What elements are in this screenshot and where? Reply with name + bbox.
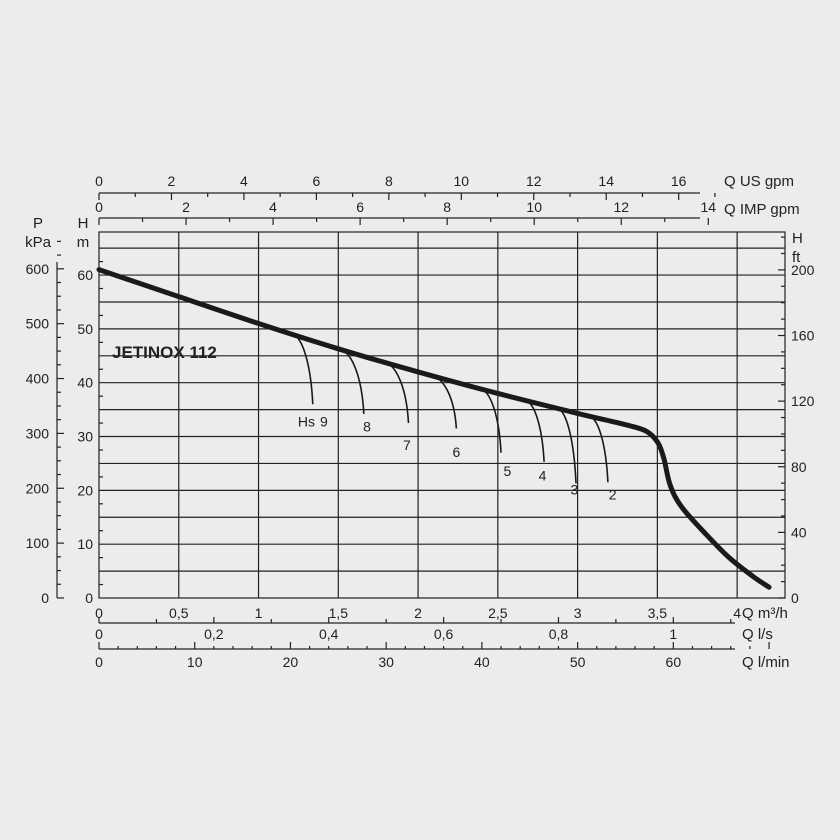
tick-label-kpa: 100 <box>26 535 50 551</box>
tick-label-imp-gpm: 4 <box>269 199 277 215</box>
axis-label-ft: ft <box>792 249 801 266</box>
tick-label-m3h: 0,5 <box>169 605 189 621</box>
tick-label-m3h: 2,5 <box>488 605 508 621</box>
curves <box>96 267 772 590</box>
suction-curve-7 <box>385 361 410 424</box>
tick-label-us-gpm: 6 <box>312 173 320 189</box>
tick-label-ls: 0,4 <box>319 626 339 642</box>
tick-label-ft: 160 <box>791 328 815 344</box>
suction-label-9: 9 <box>320 413 328 429</box>
tick-label-ft: 80 <box>791 459 807 475</box>
suction-label-5: 5 <box>504 463 512 479</box>
grid <box>99 232 785 598</box>
suction-label-6: 6 <box>452 444 460 460</box>
tick-label-ft: 200 <box>791 262 815 278</box>
tick-label-m3h: 4 <box>733 605 741 621</box>
tick-label-lmin: 10 <box>187 654 203 670</box>
suction-label-4: 4 <box>539 468 547 484</box>
tick-label-imp-gpm: 10 <box>526 199 542 215</box>
tick-marks <box>57 193 785 649</box>
tick-label-imp-gpm: 6 <box>356 199 364 215</box>
tick-label-imp-gpm: 2 <box>182 199 190 215</box>
tick-label-us-gpm: 0 <box>95 173 103 189</box>
suction-curve-6 <box>433 375 458 429</box>
axis-label-us-gpm: Q US gpm <box>724 173 794 190</box>
tick-label-ls: 0 <box>95 626 103 642</box>
tick-label-m: 50 <box>77 321 93 337</box>
suction-label-hs: Hs <box>298 413 315 429</box>
tick-label-kpa: 400 <box>26 371 50 387</box>
tick-label-ls: 0,8 <box>549 626 569 642</box>
tick-label-imp-gpm: 12 <box>613 199 629 215</box>
tick-label-m: 60 <box>77 267 93 283</box>
tick-label-lmin: 50 <box>570 654 586 670</box>
tick-label-m: 30 <box>77 429 93 445</box>
tick-label-ft: 40 <box>791 524 807 540</box>
axis-label-h-m: H <box>78 215 89 232</box>
suction-label-3: 3 <box>571 482 579 498</box>
suction-curve-3 <box>557 407 577 484</box>
tick-label-lmin: 40 <box>474 654 490 670</box>
tick-label-kpa: 200 <box>26 480 50 496</box>
tick-label-m: 0 <box>85 590 93 606</box>
tick-label-us-gpm: 12 <box>526 173 542 189</box>
tick-label-m3h: 1,5 <box>329 605 349 621</box>
axis-label-m3h: Q m³/h <box>742 605 788 622</box>
tick-label-m3h: 1 <box>255 605 263 621</box>
tick-label-imp-gpm: 8 <box>443 199 451 215</box>
axis-label-imp-gpm: Q IMP gpm <box>724 201 800 218</box>
tick-label-ft: 0 <box>791 590 799 606</box>
suction-label-8: 8 <box>363 419 371 435</box>
tick-label-lmin: 60 <box>666 654 682 670</box>
tick-label-kpa: 300 <box>26 425 50 441</box>
tick-label-us-gpm: 8 <box>385 173 393 189</box>
suction-curve-8 <box>341 348 365 414</box>
tick-label-lmin: 0 <box>95 654 103 670</box>
tick-label-lmin: 20 <box>283 654 299 670</box>
tick-label-us-gpm: 16 <box>671 173 687 189</box>
tick-label-kpa: 600 <box>26 261 50 277</box>
tick-label-m3h: 0 <box>95 605 103 621</box>
tick-label-imp-gpm: 0 <box>95 199 103 215</box>
tick-label-m: 20 <box>77 482 93 498</box>
tick-label-us-gpm: 10 <box>454 173 470 189</box>
tick-label-kpa: 0 <box>41 590 49 606</box>
tick-label-us-gpm: 14 <box>598 173 614 189</box>
tick-label-m3h: 3 <box>574 605 582 621</box>
axis-label-lmin: Q l/min <box>742 654 790 671</box>
axis-label-kpa: kPa <box>25 234 52 251</box>
tick-label-us-gpm: 2 <box>168 173 176 189</box>
axis-label-h-ft: H <box>792 230 803 247</box>
tick-label-m3h: 2 <box>414 605 422 621</box>
tick-label-lmin: 30 <box>378 654 394 670</box>
axis-label-ls: Q l/s <box>742 626 773 643</box>
axis-label-p: P <box>33 215 43 232</box>
suction-curve-5 <box>481 388 502 453</box>
suction-label-7: 7 <box>403 437 411 453</box>
tick-label-ls: 0,2 <box>204 626 224 642</box>
tick-label-m3h: 3,5 <box>648 605 668 621</box>
chart-title: JETINOX 112 <box>112 343 217 362</box>
tick-label-ls: 1 <box>669 626 677 642</box>
tick-label-ft: 120 <box>791 393 815 409</box>
tick-label-m: 40 <box>77 375 93 391</box>
suction-curve-9 <box>293 333 314 405</box>
tick-label-m: 10 <box>77 536 93 552</box>
tick-label-imp-gpm: 14 <box>701 199 717 215</box>
axes <box>56 192 786 650</box>
tick-label-kpa: 500 <box>26 316 50 332</box>
suction-curve-4 <box>526 399 545 462</box>
tick-label-ls: 0,6 <box>434 626 454 642</box>
performance-curve <box>96 267 772 590</box>
axis-label-m: m <box>77 234 90 251</box>
suction-label-2: 2 <box>609 487 617 503</box>
plot-frame <box>98 231 786 599</box>
suction-curve-2 <box>589 415 609 483</box>
tick-label-us-gpm: 4 <box>240 173 248 189</box>
